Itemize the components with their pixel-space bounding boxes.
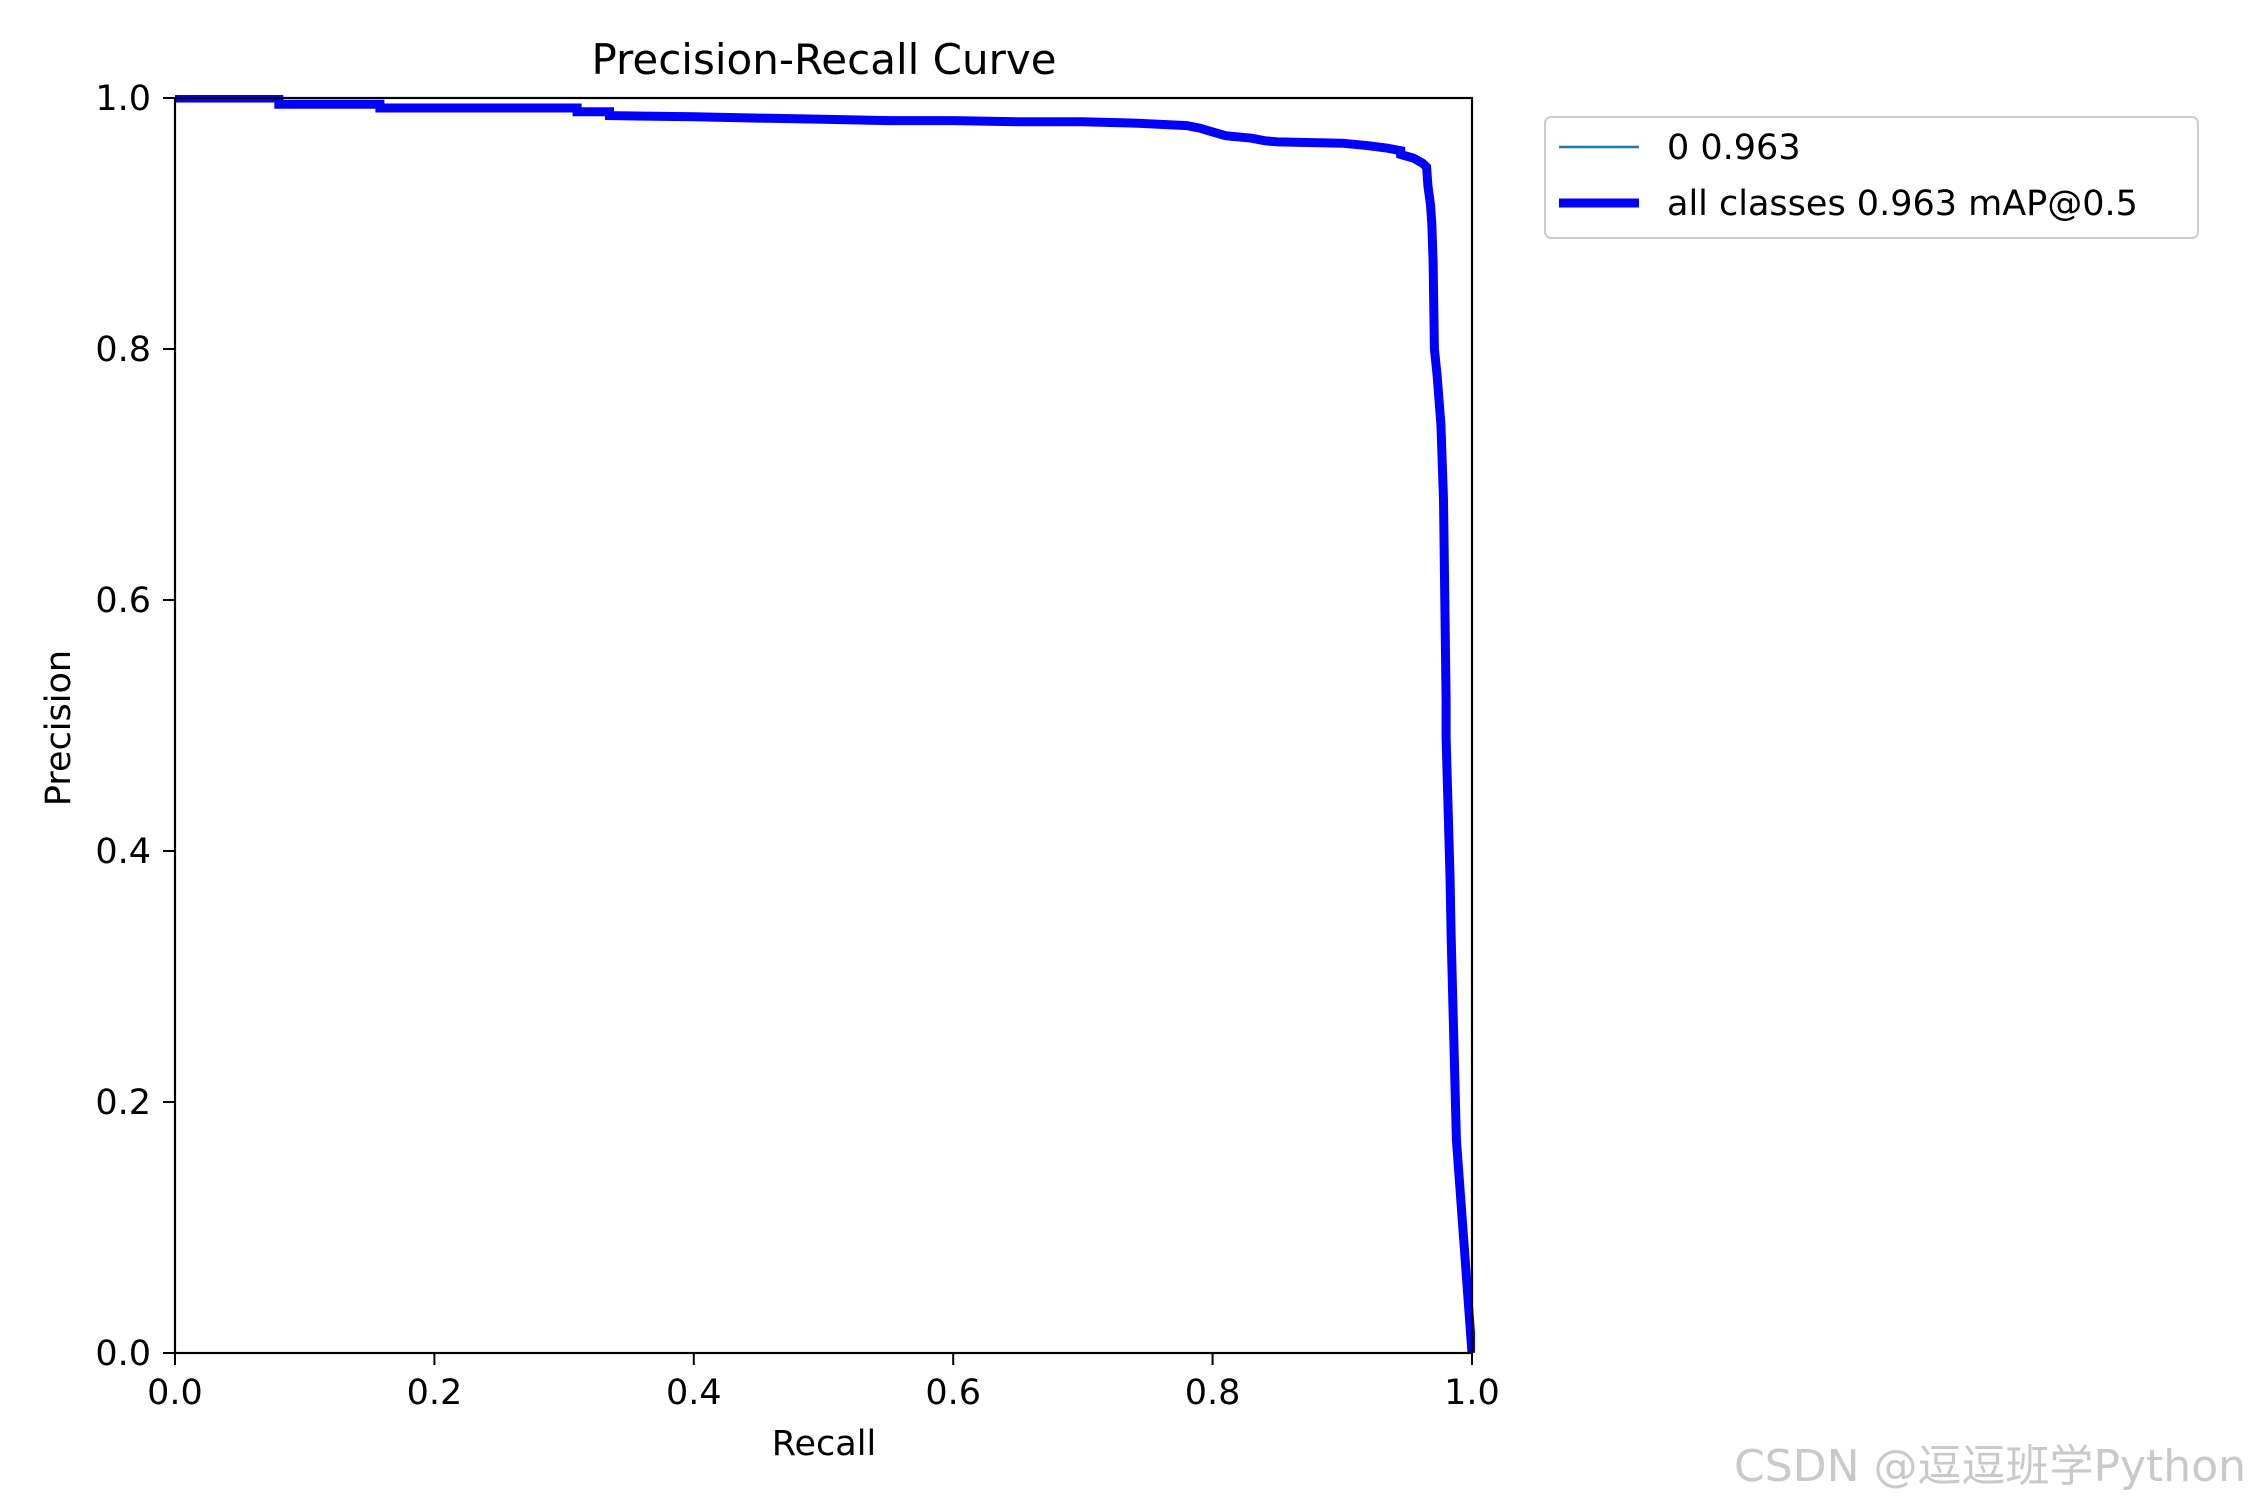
plot-area: 0.0 0.2 0.4 0.6 0.8 1.0 0.0 0.2 0.4 0.6 0.8 1.0 [95,79,1500,1413]
watermark: CSDN @逗逗班学Python [1734,1441,2246,1492]
x-tick-label: 0.4 [666,1373,722,1413]
x-tick-label: 0.8 [1185,1373,1241,1413]
x-tick-label: 1.0 [1444,1373,1500,1413]
x-tick-label: 0.2 [407,1373,463,1413]
legend: 0 0.963 all classes 0.963 mAP@0.5 [1544,116,2199,239]
legend-label-0: 0 0.963 [1667,128,1801,168]
legend-label-1: all classes 0.963 mAP@0.5 [1667,184,2138,224]
y-tick-label: 0.6 [95,581,151,621]
y-tick-label: 0.0 [95,1334,151,1374]
series-group [175,95,1475,1354]
series-line-1 [175,95,1475,1354]
y-tick-label: 0.2 [95,1083,151,1123]
x-tick-label: 0.0 [147,1373,203,1413]
axes-frame [173,96,1474,1355]
x-tick-label: 0.6 [925,1373,981,1413]
chart-title: Precision-Recall Curve [591,35,1056,84]
y-tick-label: 1.0 [95,79,151,119]
y-tick-label: 0.8 [95,330,151,370]
legend-box [1544,116,2199,239]
y-axis-label: Precision [39,650,79,806]
y-tick-label: 0.4 [95,832,151,872]
x-axis-label: Recall [772,1424,876,1464]
